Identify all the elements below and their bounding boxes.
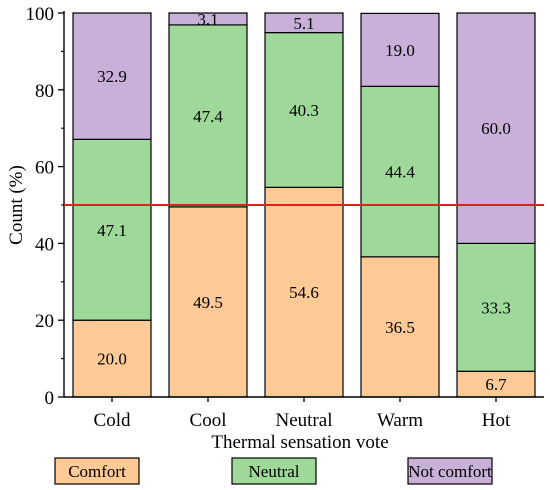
bar-segment-comfort-cold [72, 319, 152, 398]
data-label: 47.1 [97, 221, 127, 240]
legend-swatch-neutral [231, 457, 317, 485]
legend-swatch-not-comfort [407, 457, 493, 485]
bar-segment-neutral-cool [168, 24, 248, 208]
legend-label: Not comfort [408, 462, 492, 481]
x-tick-label: Neutral [276, 410, 333, 431]
data-label: 49.5 [193, 293, 223, 312]
ticks-layer: Cold Cool Neutral Warm Hot 0 20 40 60 80 100 [26, 4, 511, 431]
data-label: 32.9 [97, 67, 127, 86]
y-tick-label: 60 [35, 158, 54, 179]
legend-label: Comfort [68, 462, 126, 481]
data-label: 5.1 [293, 14, 314, 33]
y-tick-label: 20 [35, 311, 54, 332]
bar-segment-not-comfort-cold [72, 12, 152, 140]
data-label: 60.0 [481, 119, 511, 138]
bar-segment-not-comfort-neutral [264, 12, 344, 34]
y-tick-label: 40 [35, 234, 54, 255]
bar-segment-comfort-neutral [264, 186, 344, 398]
bar-segment-neutral-warm [360, 85, 440, 258]
data-label: 44.4 [385, 163, 415, 182]
y-axis-title: Count (%) [6, 165, 27, 245]
data-label: 19.0 [385, 41, 415, 60]
x-tick-label: Cool [190, 410, 227, 431]
y-tick-label: 80 [35, 81, 54, 102]
legend: Comfort Neutral Not comfort [54, 457, 493, 485]
data-labels-layer: 20.0 47.1 32.9 49.5 47.4 3.1 54.6 40.3 5.1 36.5 44… [97, 10, 511, 394]
data-label: 54.6 [289, 283, 319, 302]
bars-layer [72, 12, 536, 398]
x-axis-title: Thermal sensation vote [211, 432, 388, 453]
bar-segment-neutral-neutral [264, 31, 344, 188]
x-tick-label: Warm [377, 410, 423, 431]
data-label: 40.3 [289, 101, 319, 120]
data-label: 47.4 [193, 107, 223, 126]
data-label: 3.1 [197, 10, 218, 29]
legend-swatch-comfort [54, 457, 140, 485]
data-label: 36.5 [385, 318, 415, 337]
x-tick-label: Cold [94, 410, 131, 431]
data-label: 20.0 [97, 350, 127, 369]
y-tick-label: 100 [26, 4, 55, 25]
y-tick-label: 0 [45, 388, 55, 409]
bar-segment-not-comfort-cool [168, 12, 248, 26]
data-label: 6.7 [485, 375, 507, 394]
bar-segment-neutral-cold [72, 138, 152, 321]
data-label: 33.3 [481, 298, 511, 317]
bar-segment-not-comfort-warm [360, 12, 440, 87]
x-tick-label: Hot [482, 410, 511, 431]
bar-segment-comfort-cool [168, 206, 248, 398]
legend-label: Neutral [249, 462, 300, 481]
